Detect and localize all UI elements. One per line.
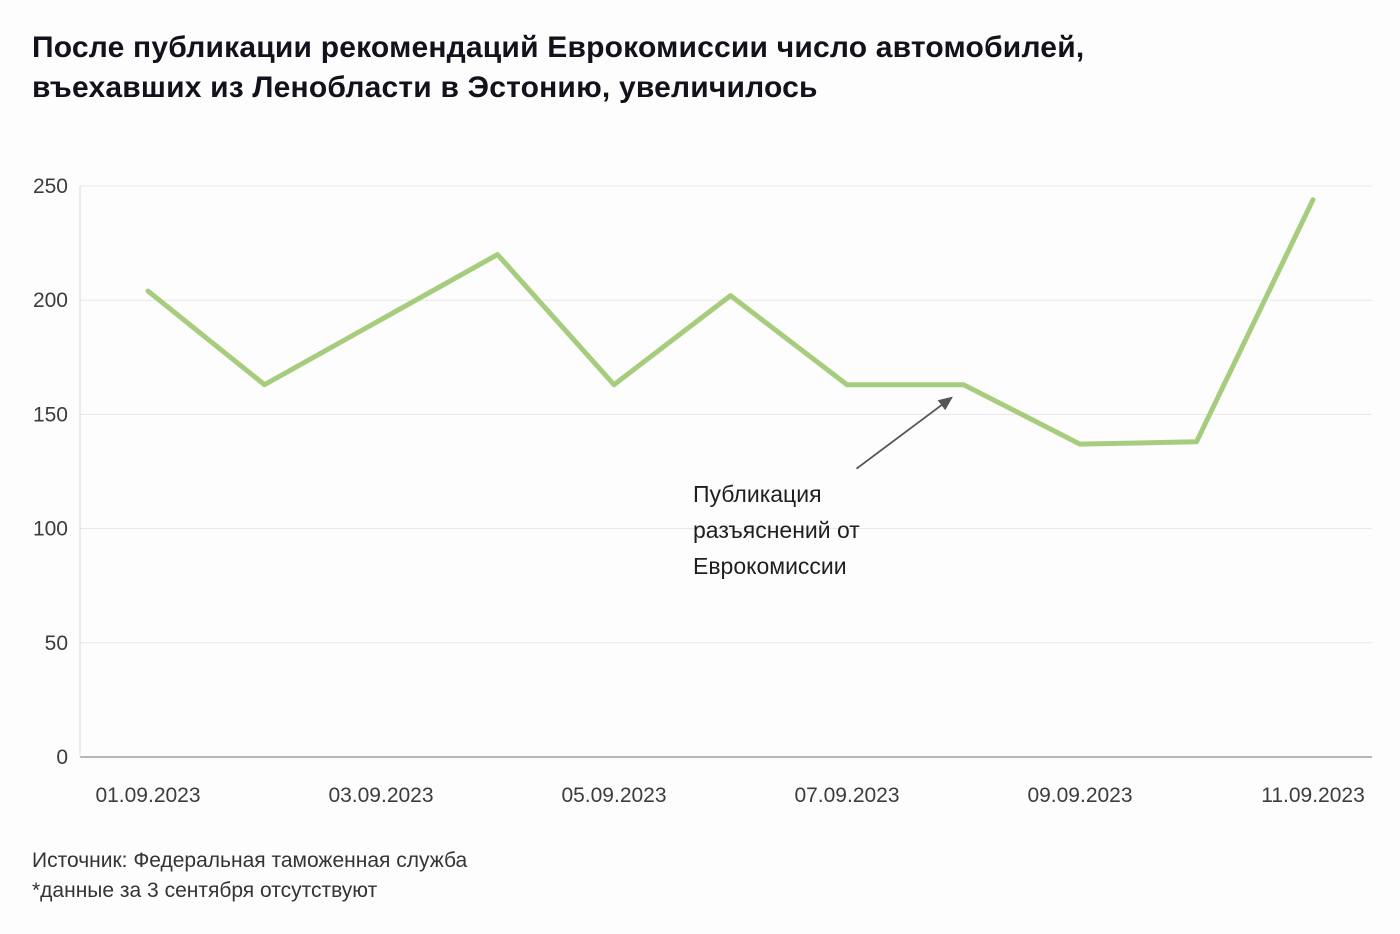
annotation-text-line: Еврокомиссии: [693, 553, 847, 579]
annotation-arrow: [855, 396, 953, 470]
x-tick-label: 01.09.2023: [95, 784, 200, 807]
y-tick-label: 150: [33, 403, 68, 426]
chart-title-line-1: После публикации рекомендаций Еврокомисс…: [32, 31, 1085, 64]
x-tick-label: 07.09.2023: [794, 784, 899, 807]
x-tick-label: 03.09.2023: [328, 784, 433, 807]
chart-footer: Источник: Федеральная таможенная служба …: [32, 846, 467, 907]
y-tick-label: 0: [56, 746, 68, 769]
chart-title: После публикации рекомендаций Еврокомисс…: [32, 28, 1084, 108]
y-tick-label: 200: [33, 289, 68, 312]
annotation-layer: Публикация разъяснений от Еврокомиссии: [693, 396, 953, 579]
x-tick-label: 09.09.2023: [1027, 784, 1132, 807]
data-line: [145, 197, 1316, 447]
missing-data-note: *данные за 3 сентября отсутствуют: [32, 879, 378, 903]
source-note: Источник: Федеральная таможенная служба: [32, 849, 468, 872]
annotation-text-line: Публикация: [693, 481, 822, 507]
y-tick-label: 50: [45, 632, 68, 655]
axis-layer: 0 50 100 150 200 250 01.09.2023 03.09.2023 05.09…: [33, 175, 1372, 807]
x-tick-label: 05.09.2023: [561, 784, 666, 807]
grid-layer: [80, 185, 1372, 644]
y-tick-label: 100: [33, 518, 68, 541]
chart-title-line-2: въехавших из Ленобласти в Эстонию, увели…: [32, 70, 818, 104]
series-layer: [145, 197, 1316, 447]
y-tick-label: 250: [33, 175, 68, 198]
annotation-text-line: разъяснений от: [693, 517, 860, 543]
x-tick-label: 11.09.2023: [1261, 784, 1365, 807]
